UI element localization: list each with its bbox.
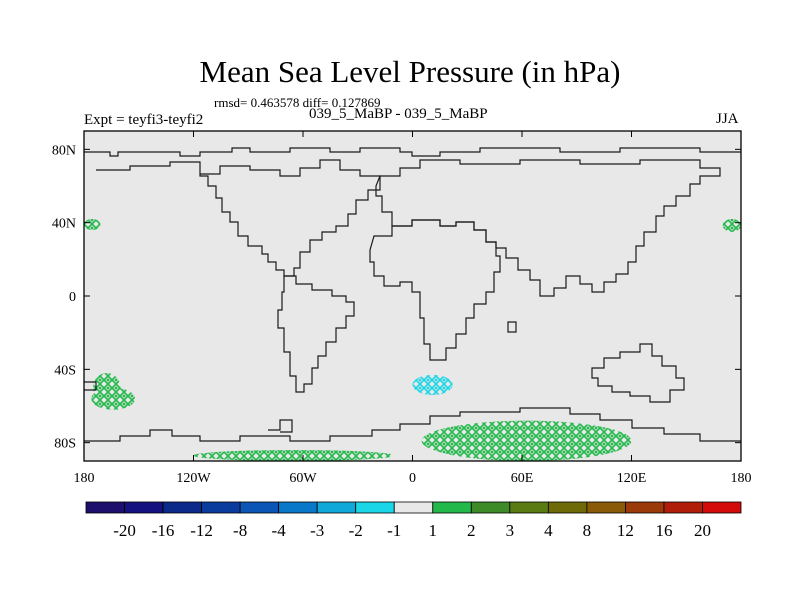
colorbar-label: 3 xyxy=(506,521,515,540)
coast-antarctica xyxy=(84,407,741,442)
chart-title: Mean Sea Level Pressure (in hPa) xyxy=(199,54,621,89)
chart-subtitle: 039_5_MaBP - 039_5_MaBP xyxy=(309,106,488,122)
coast-south-america xyxy=(277,275,355,393)
x-tick-label: 120W xyxy=(176,471,211,486)
experiment-label: Expt = teyfi3-teyfi2 xyxy=(84,112,204,128)
y-tick-label: 80S xyxy=(54,437,76,452)
colorbar-label: -16 xyxy=(152,521,175,540)
colorbar-swatch xyxy=(201,501,241,514)
colorbar-label: -2 xyxy=(349,521,363,540)
colorbar-label: 1 xyxy=(429,521,438,540)
x-tick-label: 120E xyxy=(617,471,647,486)
colorbar-label: -4 xyxy=(272,521,287,540)
season-label: JJA xyxy=(716,111,739,127)
colorbar-swatch xyxy=(702,501,742,514)
coast-madagascar xyxy=(507,321,517,333)
region-south-atlantic-low xyxy=(412,374,453,395)
colorbar-swatch xyxy=(393,501,434,514)
map-background xyxy=(84,131,741,461)
colorbar-swatch xyxy=(586,501,626,514)
colorbar-label: -12 xyxy=(190,521,213,540)
stats-text: rmsd= 0.463578 diff= 0.127869 xyxy=(214,95,381,110)
colorbar-label: -3 xyxy=(310,521,324,540)
y-tick-label: 80N xyxy=(52,143,76,158)
colorbar-swatch xyxy=(509,501,549,514)
coast-australia xyxy=(591,343,685,403)
colorbar-label: 4 xyxy=(544,521,553,540)
coast-north-america xyxy=(96,159,381,277)
y-axis: 80N 40N 0 40S 80S xyxy=(52,143,741,452)
colorbar-swatch xyxy=(162,501,202,514)
region-antarctic-east xyxy=(421,420,632,462)
colorbar-label: -1 xyxy=(387,521,401,540)
x-tick-label: 180 xyxy=(74,471,95,486)
colorbar-swatch xyxy=(355,501,395,514)
colorbar-label: 16 xyxy=(655,521,672,540)
coastlines xyxy=(84,147,741,442)
colorbar-swatch xyxy=(432,501,472,514)
y-tick-label: 0 xyxy=(69,290,76,305)
map-area xyxy=(83,130,742,462)
colorbar: -20 -16 -12 -8 -4 -3 -2 -1 1 2 3 4 8 12 16 20 xyxy=(85,501,742,540)
region-south-pacific-high xyxy=(91,387,136,410)
x-tick-label: 180 xyxy=(731,471,752,486)
anomaly-regions xyxy=(84,219,741,462)
x-tick-label: 0 xyxy=(409,471,416,486)
coast-eurasia xyxy=(375,159,721,297)
colorbar-swatch xyxy=(124,501,164,514)
colorbar-label: -20 xyxy=(113,521,136,540)
colorbar-swatch xyxy=(239,501,280,514)
y-tick-label: 40S xyxy=(54,363,76,378)
x-tick-label: 60W xyxy=(289,471,317,486)
colorbar-swatch xyxy=(547,501,588,514)
coast-island-a xyxy=(268,419,293,433)
colorbar-label: 12 xyxy=(617,521,634,540)
y-tick-label: 40N xyxy=(52,217,76,232)
x-tick-label: 60E xyxy=(511,471,534,486)
colorbar-label: -8 xyxy=(233,521,247,540)
x-axis: 180 120W 60W 0 60E 120E 180 xyxy=(74,131,752,486)
region-north-pacific-east xyxy=(722,219,741,232)
colorbar-swatch xyxy=(663,501,703,514)
colorbar-label: 20 xyxy=(694,521,711,540)
colorbar-swatch xyxy=(625,501,665,514)
region-antarctic-west xyxy=(193,450,395,461)
region-north-pacific-west xyxy=(84,219,101,230)
colorbar-swatch xyxy=(278,501,318,514)
colorbar-swatch xyxy=(85,501,125,514)
coast-island-b xyxy=(84,381,97,391)
colorbar-label: 2 xyxy=(467,521,476,540)
coast-arctic xyxy=(84,147,741,157)
colorbar-swatch xyxy=(470,501,511,514)
colorbar-label: 8 xyxy=(583,521,592,540)
colorbar-swatch xyxy=(316,501,357,514)
